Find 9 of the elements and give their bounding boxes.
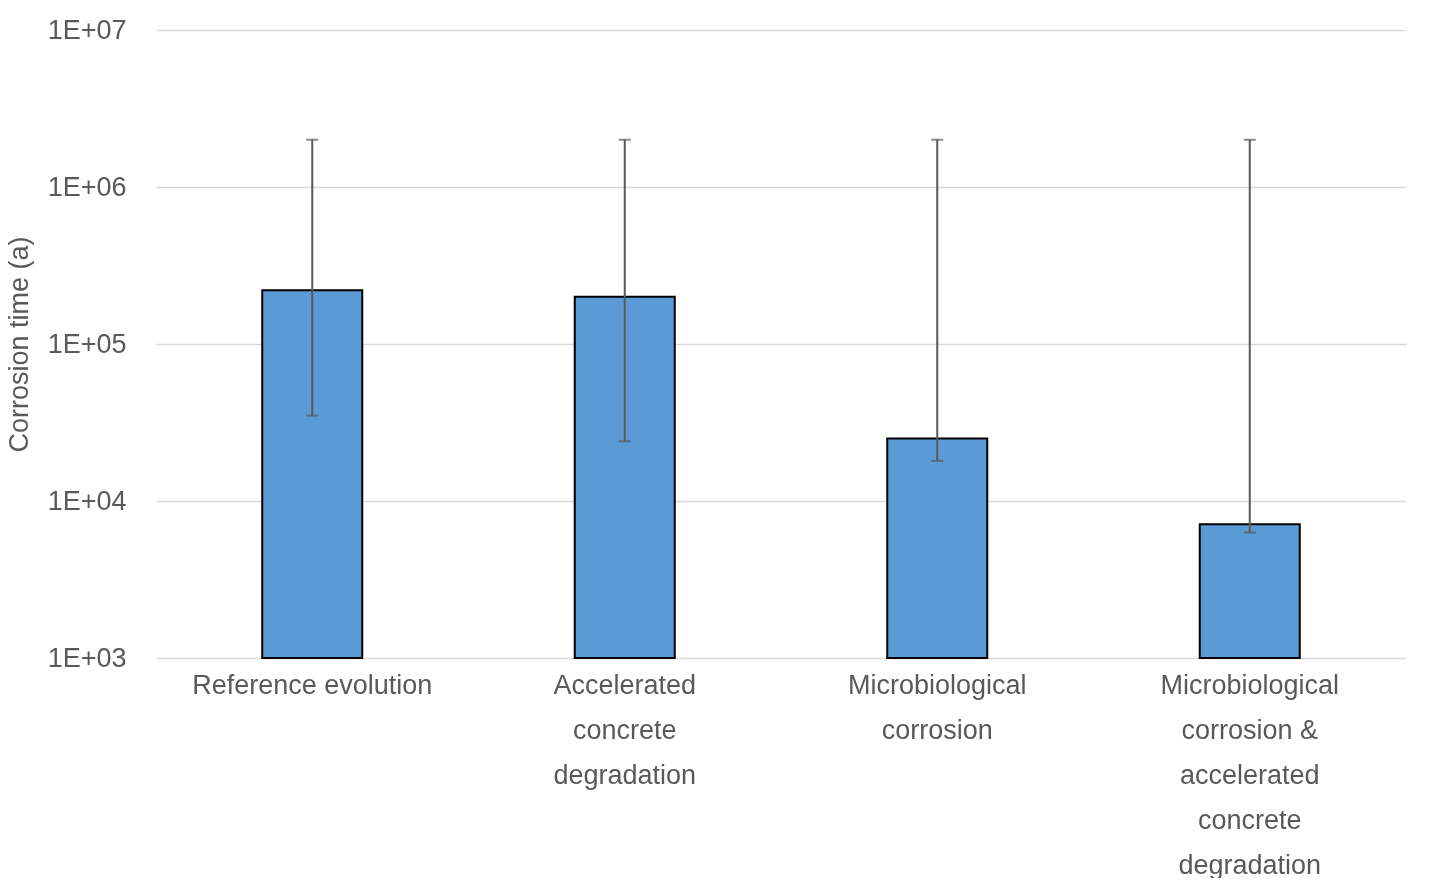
x-tick-label: Microbiological corrosion	[847, 669, 1027, 745]
y-tick-label: 1E+07	[47, 14, 127, 45]
y-axis-title: Corrosion time (a)	[3, 236, 34, 453]
y-tick-label: 1E+06	[47, 171, 127, 202]
x-tick-label: Accelerated concrete degradation	[553, 669, 697, 790]
y-tick-label: 1E+05	[47, 328, 127, 359]
y-tick-label: 1E+03	[47, 642, 127, 673]
y-tick-label: 1E+04	[47, 485, 127, 516]
x-tick-label: Reference evolution	[192, 669, 433, 700]
